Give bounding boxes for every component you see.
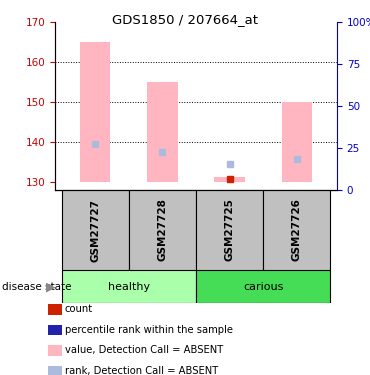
Bar	[263, 190, 330, 270]
Bar	[196, 270, 330, 303]
Text: ▶: ▶	[46, 280, 56, 293]
Bar	[129, 190, 196, 270]
Text: healthy: healthy	[108, 282, 150, 291]
Bar	[147, 82, 178, 182]
Text: rank, Detection Call = ABSENT: rank, Detection Call = ABSENT	[65, 366, 218, 375]
Text: percentile rank within the sample: percentile rank within the sample	[65, 325, 233, 335]
Bar	[215, 177, 245, 182]
Text: value, Detection Call = ABSENT: value, Detection Call = ABSENT	[65, 345, 223, 355]
Bar	[282, 102, 312, 182]
Bar	[80, 42, 110, 182]
Bar	[62, 190, 129, 270]
Bar	[62, 270, 196, 303]
Text: GDS1850 / 207664_at: GDS1850 / 207664_at	[112, 13, 258, 26]
Text: GSM27725: GSM27725	[225, 198, 235, 261]
Text: carious: carious	[243, 282, 283, 291]
Bar	[196, 190, 263, 270]
Text: disease state: disease state	[2, 282, 71, 291]
Text: GSM27726: GSM27726	[292, 198, 302, 261]
Text: GSM27727: GSM27727	[90, 198, 100, 261]
Text: count: count	[65, 304, 93, 314]
Text: GSM27728: GSM27728	[157, 198, 168, 261]
